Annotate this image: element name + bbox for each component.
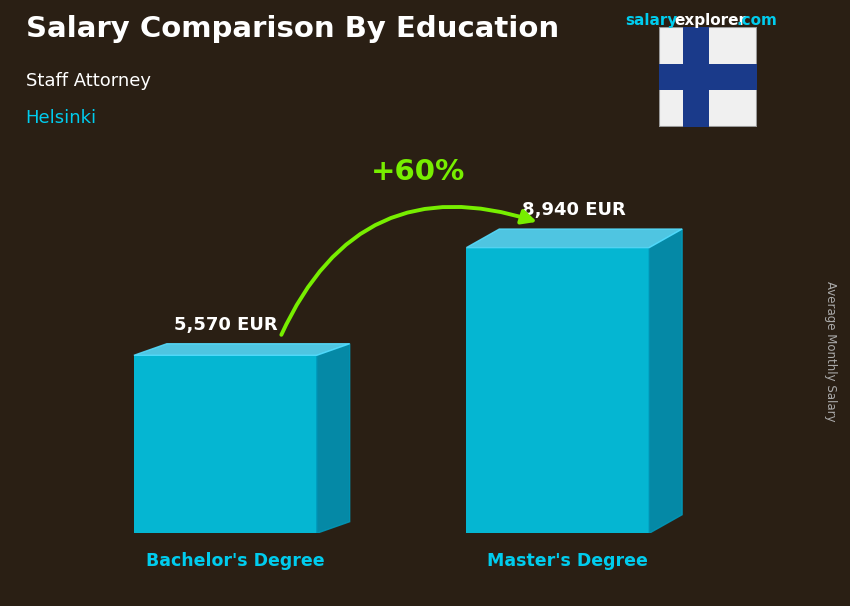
Text: Average Monthly Salary: Average Monthly Salary xyxy=(824,281,837,422)
Text: explorer: explorer xyxy=(674,13,746,28)
Polygon shape xyxy=(467,229,682,248)
Text: Helsinki: Helsinki xyxy=(26,109,97,127)
Bar xyxy=(467,248,649,533)
Text: 5,570 EUR: 5,570 EUR xyxy=(173,316,277,334)
Bar xyxy=(134,355,317,533)
Polygon shape xyxy=(317,344,349,533)
Polygon shape xyxy=(134,344,349,355)
Text: +60%: +60% xyxy=(371,158,465,185)
Text: .com: .com xyxy=(736,13,777,28)
Text: Staff Attorney: Staff Attorney xyxy=(26,72,150,90)
Text: Salary Comparison By Education: Salary Comparison By Education xyxy=(26,15,558,43)
Text: Bachelor's Degree: Bachelor's Degree xyxy=(146,553,325,570)
Text: Master's Degree: Master's Degree xyxy=(487,553,648,570)
Bar xyxy=(683,27,709,127)
Text: 8,940 EUR: 8,940 EUR xyxy=(523,201,626,219)
Text: salary: salary xyxy=(625,13,677,28)
Bar xyxy=(659,64,756,90)
Polygon shape xyxy=(649,229,682,533)
